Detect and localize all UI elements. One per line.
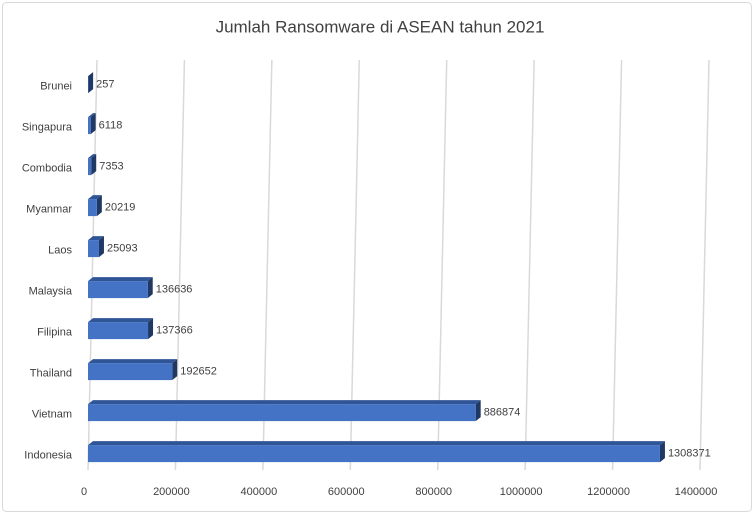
x-tick-label: 1000000 bbox=[500, 486, 543, 498]
bar-side-face bbox=[91, 154, 97, 176]
y-tick-label: Singapura bbox=[22, 122, 73, 134]
x-tick-label: 1400000 bbox=[675, 486, 718, 498]
value-label: 6118 bbox=[99, 120, 123, 132]
bar-side-face bbox=[148, 318, 154, 340]
bar-side-face bbox=[172, 359, 178, 381]
bar-top-face bbox=[88, 113, 96, 118]
value-label: 25093 bbox=[107, 243, 138, 255]
bar-side-face bbox=[659, 441, 665, 463]
bar-top-face bbox=[88, 154, 97, 159]
bar-top-face bbox=[88, 359, 178, 364]
value-label: 886874 bbox=[484, 407, 521, 419]
x-tick-label: 1200000 bbox=[587, 486, 630, 498]
bar bbox=[88, 322, 149, 340]
value-label: 7353 bbox=[99, 161, 123, 173]
value-label: 257 bbox=[96, 79, 114, 91]
value-label: 20219 bbox=[105, 202, 136, 214]
value-label: 192652 bbox=[180, 366, 217, 378]
bar-top-face bbox=[88, 277, 153, 282]
x-tick-label: 0 bbox=[81, 486, 87, 498]
chart-title: Jumlah Ransomware di ASEAN tahun 2021 bbox=[216, 17, 545, 36]
y-tick-label: Laos bbox=[48, 245, 72, 257]
bar-top-face bbox=[88, 318, 154, 323]
bar-top-face bbox=[88, 195, 102, 200]
value-label: 1308371 bbox=[668, 448, 711, 460]
bar bbox=[88, 445, 660, 463]
bar-top-face bbox=[88, 236, 104, 241]
grid-line bbox=[611, 59, 623, 471]
x-tick-label: 400000 bbox=[240, 486, 277, 498]
bar bbox=[88, 363, 173, 381]
y-tick-label: Indonesia bbox=[24, 450, 73, 462]
bar bbox=[88, 404, 476, 422]
bar-top-face bbox=[88, 72, 94, 77]
grid-line bbox=[524, 59, 535, 471]
bar bbox=[88, 281, 148, 299]
y-tick-label: Myanmar bbox=[26, 204, 72, 216]
bar bbox=[88, 240, 99, 258]
bar bbox=[88, 76, 89, 94]
bar-side-face bbox=[90, 113, 96, 135]
value-label: 137366 bbox=[156, 325, 193, 337]
x-tick-label: 800000 bbox=[415, 486, 452, 498]
bar-side-face bbox=[88, 72, 94, 94]
bar bbox=[88, 117, 91, 135]
y-tick-label: Brunei bbox=[40, 81, 72, 93]
bar-top-face bbox=[88, 400, 481, 405]
bar-side-face bbox=[98, 236, 104, 258]
y-tick-label: Thailand bbox=[30, 368, 72, 380]
value-label: 136636 bbox=[156, 284, 193, 296]
x-tick-label: 600000 bbox=[328, 486, 365, 498]
bar-side-face bbox=[475, 400, 481, 422]
bar bbox=[88, 199, 97, 217]
y-tick-label: Vietnam bbox=[32, 409, 72, 421]
x-tick-label: 200000 bbox=[153, 486, 190, 498]
bar-top-face bbox=[88, 441, 665, 446]
bar-side-face bbox=[96, 195, 102, 217]
grid-line bbox=[699, 59, 710, 471]
y-tick-label: Malaysia bbox=[29, 286, 73, 298]
y-tick-label: Filipina bbox=[37, 327, 73, 339]
bar bbox=[88, 158, 92, 176]
bar-side-face bbox=[147, 277, 153, 299]
y-tick-label: Combodia bbox=[22, 163, 73, 175]
